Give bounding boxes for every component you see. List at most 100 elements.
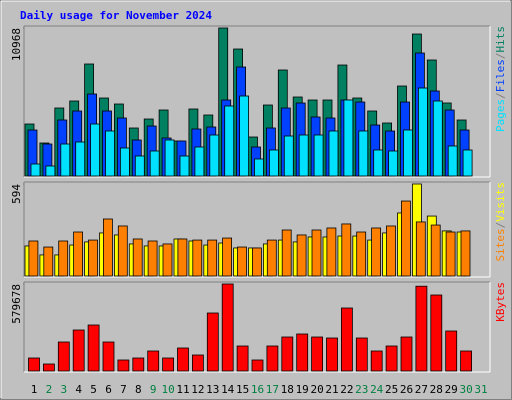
bar	[206, 312, 219, 372]
bar	[355, 337, 368, 372]
bar	[117, 359, 130, 372]
x-tick-label: 17	[266, 383, 279, 396]
bar	[132, 357, 145, 372]
legend-entry: Files	[494, 59, 507, 92]
bar	[445, 330, 458, 372]
y-tick-label: 594	[10, 184, 23, 204]
bar	[30, 163, 41, 177]
bar	[162, 243, 173, 277]
bar	[400, 336, 413, 372]
bar	[28, 240, 39, 277]
x-tick-label: 27	[415, 383, 428, 396]
bar	[194, 146, 205, 177]
bar	[296, 234, 307, 277]
x-tick-label: 26	[400, 383, 413, 396]
bar	[403, 129, 413, 177]
bar	[90, 123, 100, 177]
legend-entry: Pages	[494, 99, 507, 132]
bar	[415, 285, 428, 372]
legend: Pages/Files/Hits	[494, 26, 507, 132]
bar	[462, 149, 473, 177]
bar	[371, 227, 382, 277]
legend-separator: /	[494, 53, 507, 60]
x-tick-label: 22	[340, 383, 353, 396]
bar	[251, 247, 262, 277]
x-tick-label: 5	[90, 383, 97, 396]
bar	[445, 231, 456, 277]
x-tick-label: 10	[161, 383, 174, 396]
bar	[58, 240, 69, 277]
bar	[340, 307, 353, 372]
bar	[162, 357, 175, 372]
x-tick-label: 2	[46, 383, 53, 396]
legend-entry: Hits	[494, 26, 507, 53]
bar	[266, 345, 279, 372]
x-tick-label: 16	[251, 383, 264, 396]
bar	[343, 99, 354, 177]
bar	[132, 238, 143, 277]
bar	[341, 223, 352, 277]
bar	[400, 200, 411, 277]
chart-title: Daily usage for November 2024	[20, 9, 212, 22]
bar	[88, 239, 98, 277]
bar	[385, 345, 398, 372]
legend-entry: Visits	[494, 182, 507, 222]
y-tick-label: 10968	[10, 28, 23, 61]
bar	[430, 294, 443, 372]
x-tick-label: 31	[474, 383, 487, 396]
x-tick-label: 7	[120, 383, 127, 396]
legend-entry: KBytes	[494, 282, 507, 322]
x-tick-label: 23	[355, 383, 368, 396]
bar	[43, 246, 54, 277]
bar	[388, 150, 399, 177]
bar	[207, 239, 218, 277]
bar	[298, 134, 309, 177]
bar	[415, 221, 426, 277]
x-tick-label: 21	[325, 383, 338, 396]
x-tick-label: 11	[176, 383, 189, 396]
bar	[328, 130, 339, 177]
bar	[120, 147, 130, 177]
bar	[177, 347, 189, 372]
bar	[460, 350, 473, 372]
x-tick-label: 3	[60, 383, 67, 396]
bar	[147, 240, 158, 277]
bar	[326, 337, 338, 372]
x-tick-label: 19	[296, 383, 309, 396]
bar	[251, 359, 264, 372]
x-tick-label: 8	[135, 383, 142, 396]
bar	[45, 165, 56, 177]
legend-separator: /	[494, 92, 507, 99]
bar	[358, 130, 369, 177]
bar	[386, 225, 396, 277]
bar	[296, 333, 309, 372]
bar	[147, 350, 160, 372]
bar	[268, 149, 279, 177]
x-tick-label: 13	[206, 383, 219, 396]
bar	[283, 135, 294, 177]
bar	[75, 141, 86, 177]
bar	[432, 100, 443, 177]
legend-separator: /	[494, 222, 507, 229]
bar	[430, 224, 441, 277]
bar	[191, 354, 204, 372]
bar	[281, 229, 292, 277]
x-tick-label: 1	[31, 383, 38, 396]
x-tick-label: 29	[445, 383, 458, 396]
bar	[254, 158, 264, 177]
bar	[224, 105, 235, 177]
bar	[28, 357, 40, 372]
bar	[117, 225, 128, 277]
bar	[73, 231, 83, 277]
bar	[236, 345, 249, 372]
legend: Sites/Visits	[494, 182, 507, 262]
bar	[311, 229, 322, 277]
legend: KBytes	[494, 282, 507, 322]
x-tick-label: 14	[221, 383, 235, 396]
bar	[149, 150, 160, 177]
bar	[370, 350, 383, 372]
bar	[281, 336, 294, 372]
x-tick-label: 12	[191, 383, 204, 396]
